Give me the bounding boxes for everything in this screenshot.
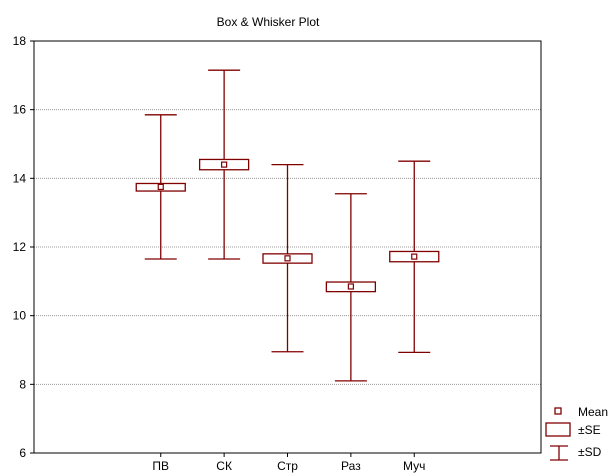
box-0 (136, 115, 185, 259)
mean-marker-2 (285, 256, 290, 261)
y-tick-label-14: 14 (13, 171, 27, 185)
y-tick-label-10: 10 (13, 309, 27, 323)
y-tick-label-6: 6 (19, 446, 26, 460)
legend-mean-marker (555, 408, 561, 414)
legend-se-label: ±SE (578, 423, 601, 437)
mean-marker-1 (222, 162, 227, 167)
box-2 (263, 165, 312, 352)
x-tick-labels: ПВ СК Стр Раз Муч (152, 459, 425, 473)
box-series (136, 70, 439, 381)
box-3 (326, 194, 375, 381)
legend-sd-label: ±SD (578, 445, 602, 459)
chart-title: Box & Whisker Plot (217, 15, 320, 29)
x-tick-label-4: Муч (403, 459, 425, 473)
y-tick-label-12: 12 (13, 240, 27, 254)
legend-mean-label: Mean (578, 405, 608, 419)
mean-marker-0 (158, 184, 163, 189)
y-tick-label-16: 16 (13, 103, 27, 117)
mean-marker-3 (348, 284, 353, 289)
y-tick-label-8: 8 (19, 377, 26, 391)
y-tick-labels: 6 8 10 12 14 16 18 (13, 34, 27, 460)
x-tick-label-0: ПВ (152, 459, 169, 473)
axes (30, 41, 541, 457)
box-1 (200, 70, 249, 259)
x-tick-label-2: Стр (277, 459, 298, 473)
mean-marker-4 (412, 254, 417, 259)
legend: Mean ±SE ±SD (546, 405, 608, 460)
legend-sd-marker (550, 446, 568, 460)
y-tick-label-18: 18 (13, 34, 27, 48)
x-tick-label-3: Раз (341, 459, 361, 473)
legend-se-marker (546, 423, 570, 436)
box-4 (390, 161, 439, 352)
x-tick-label-1: СК (216, 459, 232, 473)
